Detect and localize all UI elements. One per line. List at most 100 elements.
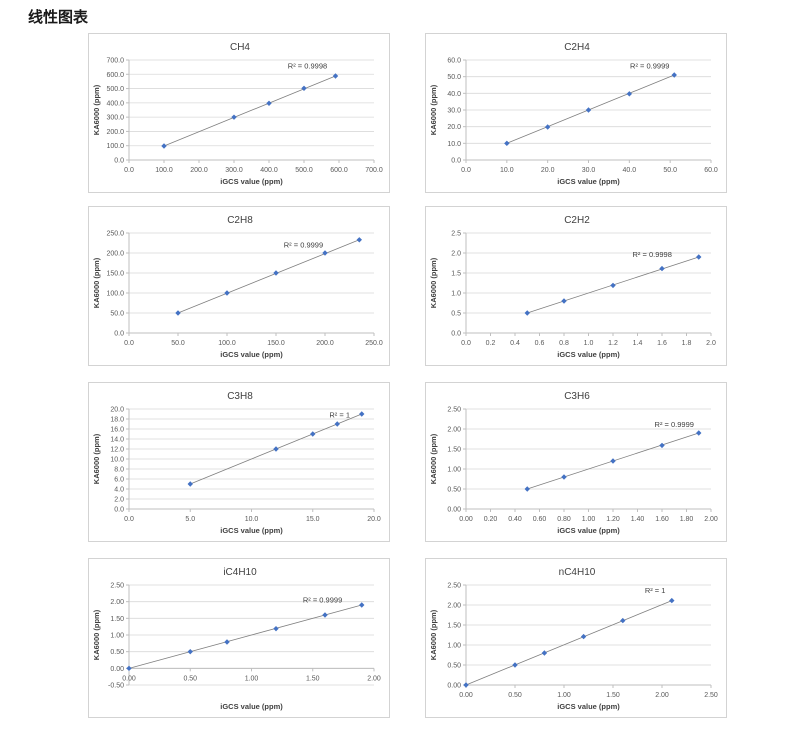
data-point-marker	[610, 458, 616, 464]
chart-title: C3H8	[227, 391, 253, 402]
data-point-marker	[696, 430, 702, 436]
y-tick-label: 100.0	[106, 291, 124, 298]
x-tick-label: 50.0	[663, 167, 677, 174]
chart-title: CH4	[230, 42, 250, 53]
x-axis-title: iGCS value (ppm)	[557, 526, 620, 535]
x-tick-label: 1.2	[608, 340, 618, 347]
chart-title: C3H6	[564, 391, 590, 402]
data-point-marker	[696, 254, 702, 260]
y-tick-label: 2.50	[447, 407, 461, 414]
y-tick-label: 10.0	[110, 457, 124, 464]
x-tick-label: 1.8	[682, 340, 692, 347]
y-tick-label: 50.0	[110, 311, 124, 318]
chart-card-iC4H10: iC4H10 -0.50 0.00 0.50 1.00 1.50 2.00 2.50 0.00 0…	[88, 558, 390, 718]
y-tick-label: 1.0	[451, 291, 461, 298]
data-point-marker	[322, 250, 328, 256]
y-axis-title: KA6000 (ppm)	[92, 84, 101, 135]
trendline	[465, 600, 672, 686]
data-point-marker	[175, 310, 181, 316]
chart-canvas: C3H6 0.00 0.50 1.00 1.50 2.00 2.50 0.00 0.20 0.40…	[429, 391, 718, 535]
data-point-marker	[541, 650, 548, 656]
x-tick-label: 600.0	[330, 167, 348, 174]
y-tick-label: 200.0	[106, 129, 124, 136]
x-axis-title: iGCS value (ppm)	[220, 177, 283, 186]
data-point-marker	[512, 662, 518, 668]
data-point-marker	[659, 442, 665, 449]
x-tick-label: 0.00	[459, 692, 473, 699]
x-tick-label: 1.40	[631, 516, 645, 523]
x-tick-label: 1.6	[657, 340, 667, 347]
data-point-marker	[626, 91, 633, 97]
y-tick-label: 6.0	[114, 477, 124, 484]
y-tick-label: 0.0	[114, 507, 124, 514]
y-axis-title: KA6000 (ppm)	[429, 84, 438, 135]
chart-title: nC4H10	[559, 567, 596, 578]
y-axis-title: KA6000 (ppm)	[429, 257, 438, 308]
y-tick-label: 0.0	[114, 158, 124, 165]
r-squared-annotation: R² = 0.9999	[303, 596, 342, 605]
x-tick-label: 5.0	[185, 516, 195, 523]
x-axis-title: iGCS value (ppm)	[557, 350, 620, 359]
x-tick-label: 1.00	[557, 692, 571, 699]
x-tick-label: 1.4	[633, 340, 643, 347]
x-tick-label: 0.80	[557, 516, 571, 523]
chart-card-nC4H10: nC4H10 0.00 0.50 1.00 1.50 2.00 2.50 0.00 0.50 1.…	[425, 558, 727, 718]
x-tick-label: 0.0	[461, 167, 471, 174]
data-point-marker	[359, 602, 365, 608]
y-tick-label: 0.00	[110, 666, 124, 673]
data-point-marker	[659, 265, 665, 272]
chart-card-C3H6: C3H6 0.00 0.50 1.00 1.50 2.00 2.50 0.00 0.20 0.40…	[425, 382, 727, 542]
x-tick-label: 200.0	[316, 340, 334, 347]
data-point-marker	[561, 298, 567, 304]
y-tick-label: 14.0	[110, 437, 124, 444]
x-tick-label: 100.0	[218, 340, 236, 347]
trendline	[177, 239, 360, 314]
x-axis-title: iGCS value (ppm)	[220, 526, 283, 535]
x-tick-label: 1.20	[606, 516, 620, 523]
x-tick-label: 150.0	[267, 340, 285, 347]
data-point-marker	[231, 114, 237, 120]
y-tick-label: 0.50	[110, 649, 124, 656]
data-point-marker	[359, 411, 365, 417]
y-tick-label: 8.0	[114, 467, 124, 474]
data-point-marker	[332, 73, 339, 79]
x-tick-label: 0.4	[510, 340, 520, 347]
r-squared-annotation: R² = 0.9999	[655, 420, 694, 429]
x-tick-label: 0.0	[124, 167, 134, 174]
x-tick-label: 1.60	[655, 516, 669, 523]
chart-title: C2H2	[564, 215, 590, 226]
y-tick-label: 1.50	[447, 447, 461, 454]
x-tick-label: 0.0	[124, 516, 134, 523]
trendline	[163, 75, 336, 147]
y-tick-label: 700.0	[106, 58, 124, 65]
y-tick-label: 0.0	[451, 331, 461, 338]
x-tick-label: 1.50	[306, 675, 320, 682]
x-tick-label: 0.6	[535, 340, 545, 347]
data-point-marker	[580, 633, 587, 640]
data-point-marker	[524, 486, 530, 492]
x-tick-label: 60.0	[704, 167, 718, 174]
y-tick-label: 250.0	[106, 231, 124, 238]
x-tick-label: 300.0	[225, 167, 243, 174]
x-tick-label: 10.0	[500, 167, 514, 174]
x-tick-label: 40.0	[623, 167, 637, 174]
x-tick-label: 0.0	[124, 340, 134, 347]
data-point-marker	[356, 237, 362, 243]
x-tick-label: 2.0	[706, 340, 716, 347]
data-point-marker	[273, 446, 279, 452]
y-tick-label: 2.50	[447, 583, 461, 590]
r-squared-annotation: R² = 1	[645, 586, 666, 595]
data-point-marker	[504, 140, 510, 147]
y-tick-label: 10.0	[447, 141, 461, 148]
chart-card-C2H8: C2H8 0.0 50.0 100.0 150.0 200.0 250.0 0.0 50.0 10…	[88, 206, 390, 366]
y-tick-label: -0.50	[108, 683, 124, 690]
data-point-marker	[463, 682, 469, 688]
x-tick-label: 0.50	[508, 692, 522, 699]
x-tick-label: 100.0	[155, 167, 173, 174]
y-axis-title: KA6000 (ppm)	[92, 257, 101, 308]
r-squared-annotation: R² = 0.9999	[630, 61, 669, 70]
data-point-marker	[544, 124, 551, 130]
x-tick-label: 0.2	[486, 340, 496, 347]
x-tick-label: 15.0	[306, 516, 320, 523]
